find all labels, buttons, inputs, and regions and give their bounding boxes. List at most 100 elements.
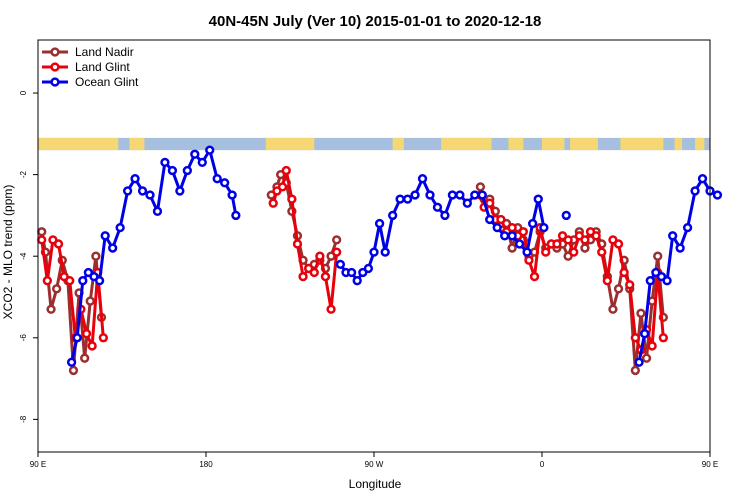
data-point: [500, 231, 510, 241]
data-point: [533, 194, 543, 204]
data-point: [374, 218, 385, 229]
strip-land: [508, 137, 524, 151]
data-point: [80, 353, 90, 363]
data-point: [522, 247, 532, 257]
data-point: [625, 280, 635, 290]
data-point: [212, 174, 222, 184]
data-point: [281, 165, 291, 176]
data-point: [630, 333, 640, 343]
strip-land: [129, 137, 145, 151]
data-point: [42, 276, 52, 286]
data-point: [658, 333, 668, 343]
data-point: [326, 304, 336, 314]
data-point: [37, 227, 47, 237]
data-point: [277, 182, 288, 192]
data-point: [309, 267, 319, 278]
data-point: [636, 308, 646, 318]
data-point: [346, 267, 357, 278]
data-point: [613, 284, 624, 294]
data-point: [662, 276, 672, 286]
strip-land: [570, 137, 598, 151]
data-point: [712, 190, 723, 200]
legend-item: Ocean Glint: [42, 75, 139, 89]
data-point: [395, 194, 405, 204]
data-point: [190, 149, 200, 159]
data-point: [65, 276, 75, 286]
strip-land: [38, 137, 119, 151]
strip-land: [674, 137, 682, 151]
x-tick-label: 90 E: [30, 460, 46, 469]
data-point: [227, 190, 237, 200]
data-point: [87, 341, 97, 351]
data-point: [231, 210, 241, 221]
data-point: [462, 198, 472, 208]
data-point: [369, 247, 379, 257]
data-point: [455, 190, 465, 200]
data-point: [197, 157, 207, 168]
data-point: [440, 210, 450, 221]
data-point: [668, 231, 678, 241]
data-point: [447, 190, 458, 200]
data-point: [160, 157, 170, 168]
data-point: [647, 341, 657, 351]
y-tick-label: -4: [19, 252, 28, 260]
data-point: [167, 165, 178, 176]
x-tick-label: 90 E: [702, 460, 718, 469]
data-point: [514, 239, 525, 249]
legend-item: Land Nadir: [42, 45, 134, 59]
data-point: [518, 227, 528, 237]
data-point: [541, 247, 551, 257]
data-point: [432, 202, 443, 212]
data-point: [66, 357, 77, 367]
x-tick-label: 0: [540, 460, 545, 469]
data-point: [53, 239, 64, 249]
data-point: [363, 263, 374, 274]
data-point: [425, 190, 435, 200]
data-point: [580, 235, 590, 245]
data-point: [552, 239, 562, 249]
data-point: [485, 214, 495, 225]
strip-land: [620, 137, 664, 151]
data-point: [52, 284, 62, 294]
data-point: [37, 235, 47, 245]
y-axis: 0 -2 -4 -6 -8: [19, 90, 38, 423]
data-point: [528, 218, 538, 229]
data-point: [320, 271, 331, 282]
data-point: [315, 251, 325, 261]
data-point: [690, 186, 700, 196]
data-point: [410, 190, 420, 200]
chart-title: 40N-45N July (Ver 10) 2015-01-01 to 2020…: [209, 13, 542, 30]
strip-land: [542, 137, 565, 151]
data-point: [68, 365, 79, 376]
data-point: [634, 357, 644, 367]
data-point: [85, 296, 95, 306]
data-point: [287, 194, 297, 204]
data-point: [653, 251, 663, 261]
legend-label: Land Glint: [75, 60, 130, 74]
data-point: [640, 329, 650, 339]
data-point: [697, 174, 708, 184]
data-point: [682, 222, 693, 233]
strip-land: [695, 137, 705, 151]
data-point: [417, 174, 428, 184]
strip-land: [265, 137, 315, 151]
y-tick-label: -8: [19, 415, 28, 423]
data-point: [507, 231, 517, 241]
data-point: [292, 239, 303, 249]
data-point: [563, 235, 573, 245]
data-point: [78, 276, 88, 286]
data-point: [115, 222, 125, 233]
data-point: [477, 190, 487, 200]
data-point: [81, 329, 92, 339]
data-point: [630, 365, 640, 376]
legend-label: Ocean Glint: [75, 75, 139, 89]
y-tick-label: -2: [19, 171, 28, 179]
series-line: [40, 231, 103, 372]
data-point: [175, 186, 185, 196]
strip-land: [392, 137, 404, 151]
data-point: [507, 243, 517, 253]
data-point: [130, 174, 140, 184]
data-point: [608, 304, 618, 314]
legend-item: Land Glint: [42, 60, 130, 74]
